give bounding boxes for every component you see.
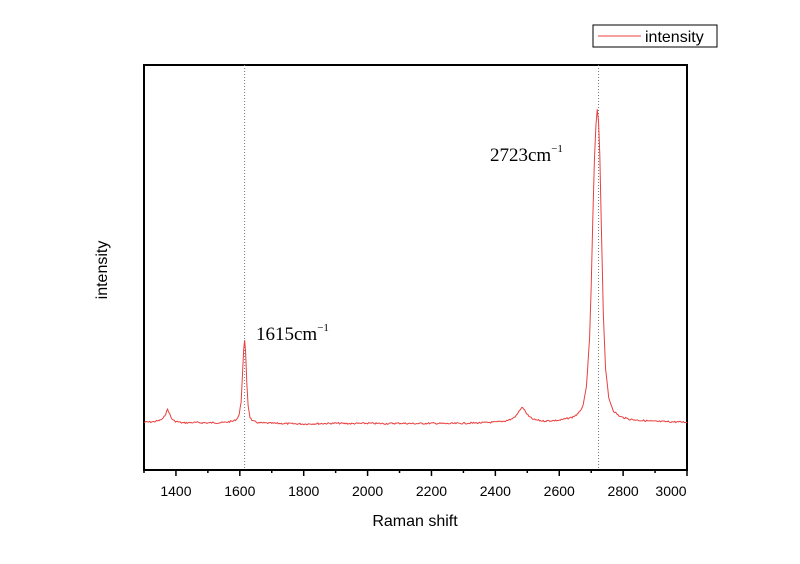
x-tick-label-2400: 2400	[480, 483, 511, 499]
legend-label: intensity	[645, 29, 704, 46]
legend-box	[592, 24, 718, 48]
x-axis-title: Raman shift	[372, 513, 458, 530]
x-tick-label-2200: 2200	[416, 483, 447, 499]
reference-lines	[244, 65, 600, 470]
x-tick-label-1400: 1400	[160, 483, 191, 499]
x-tick-label-2600: 2600	[544, 483, 575, 499]
series-line-intensity	[143, 109, 688, 426]
peak-annotation-2723: 2723cm−1	[490, 143, 563, 166]
x-axis-tick-labels: 1400 1600 1800 2000 2200 2400 2600 2800 3000	[160, 483, 686, 499]
x-tick-label-2000: 2000	[352, 483, 383, 499]
x-tick-label-2800: 2800	[608, 483, 639, 499]
x-tick-label-1800: 1800	[288, 483, 319, 499]
y-axis-title: intensity	[94, 241, 111, 300]
peak-annotation-1615: 1615cm−1	[256, 322, 329, 345]
plot-frame	[143, 64, 688, 471]
x-tick-label-3000: 3000	[655, 483, 686, 499]
x-axis-ticks	[143, 470, 688, 476]
x-tick-label-1600: 1600	[224, 483, 255, 499]
legend: intensity	[592, 24, 718, 48]
